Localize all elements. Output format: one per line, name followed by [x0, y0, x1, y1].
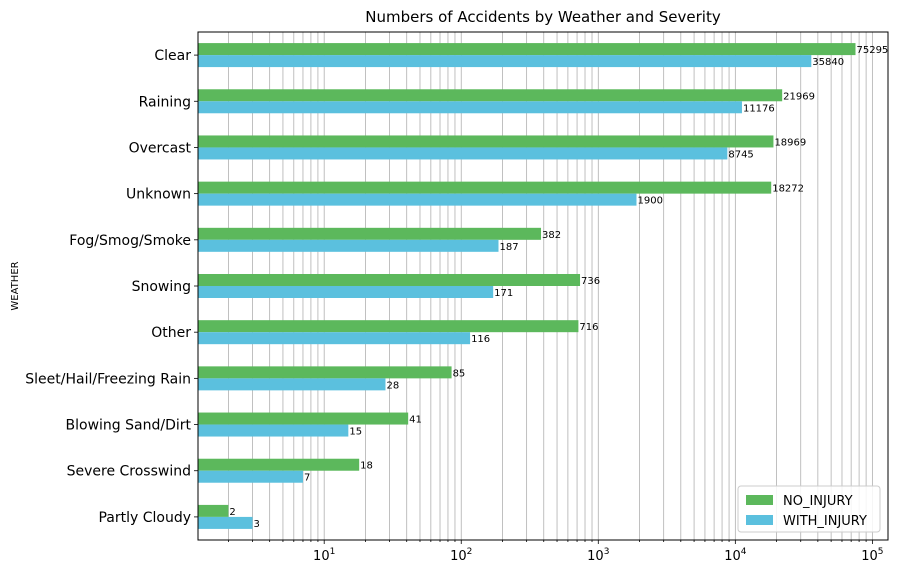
- data-label: 75295: [856, 45, 888, 56]
- legend-label: NO_INJURY: [783, 494, 853, 509]
- chart-title: Numbers of Accidents by Weather and Seve…: [365, 8, 721, 26]
- data-label: 1900: [637, 196, 662, 207]
- data-label: 11176: [743, 103, 775, 114]
- data-label: 7: [304, 473, 310, 484]
- data-label: 382: [542, 230, 561, 241]
- x-tick-label: 104: [724, 547, 747, 564]
- data-labels: 7529535840219691117618969874518272190038…: [229, 45, 888, 530]
- category-label: Severe Crosswind: [67, 464, 191, 480]
- x-tick-label: 102: [450, 547, 472, 564]
- bar-with-injury: [198, 193, 637, 206]
- legend-swatch: [746, 515, 773, 525]
- data-label: 28: [386, 380, 399, 391]
- data-label: 41: [409, 415, 422, 426]
- bar-no-injury: [198, 366, 452, 379]
- data-label: 18969: [774, 137, 806, 148]
- category-label: Clear: [154, 48, 191, 64]
- bar-with-injury: [198, 147, 728, 160]
- data-label: 18272: [772, 184, 804, 195]
- data-label: 85: [453, 368, 466, 379]
- data-label: 3: [254, 519, 260, 530]
- bar-no-injury: [198, 458, 360, 471]
- data-label: 35840: [812, 57, 844, 68]
- legend-label: WITH_INJURY: [783, 514, 867, 529]
- legend: NO_INJURY WITH_INJURY: [737, 485, 881, 533]
- bar-no-injury: [198, 504, 229, 517]
- data-label: 171: [494, 288, 513, 299]
- bar-no-injury: [198, 89, 783, 102]
- data-label: 716: [579, 322, 598, 333]
- category-label: Raining: [139, 94, 191, 110]
- y-axis-ticks: Clear Raining Overcast Unknown Fog/Smog/Smok…: [25, 48, 198, 526]
- bar-with-injury: [198, 286, 494, 298]
- bar-no-injury: [198, 320, 579, 333]
- x-tick-label: 103: [587, 547, 609, 564]
- bars: [198, 43, 856, 529]
- category-label: Sleet/Hail/Freezing Rain: [25, 371, 191, 387]
- x-tick-label: 105: [861, 547, 883, 564]
- data-label: 15: [349, 427, 362, 438]
- bar-with-injury: [198, 239, 499, 252]
- category-label: Snowing: [132, 279, 191, 295]
- data-label: 736: [581, 276, 600, 287]
- data-label: 116: [471, 334, 490, 345]
- data-label: 18: [360, 461, 373, 472]
- bar-no-injury: [198, 43, 856, 56]
- category-label: Unknown: [126, 187, 191, 203]
- data-label: 21969: [783, 91, 815, 102]
- bar-with-injury: [198, 470, 303, 483]
- data-label: 187: [499, 242, 518, 253]
- category-label: Other: [151, 325, 191, 341]
- bar-no-injury: [198, 135, 774, 148]
- category-label: Overcast: [129, 140, 192, 156]
- x-axis-ticks: 101 102 103 104 105: [228, 540, 884, 564]
- x-tick-label: 101: [313, 547, 335, 564]
- y-axis-label: WEATHER: [10, 261, 21, 310]
- bar-with-injury: [198, 332, 471, 345]
- bar-no-injury: [198, 274, 581, 286]
- data-label: 8745: [728, 149, 753, 160]
- bar-with-injury: [198, 378, 386, 391]
- bar-with-injury: [198, 516, 253, 529]
- legend-swatch: [746, 495, 773, 505]
- bar-with-injury: [198, 55, 812, 68]
- legend-box: [737, 485, 881, 533]
- data-label: 2: [229, 507, 235, 518]
- bar-no-injury: [198, 227, 542, 240]
- bar-no-injury: [198, 412, 409, 425]
- category-label: Fog/Smog/Smoke: [69, 233, 191, 249]
- bar-no-injury: [198, 181, 772, 194]
- category-label: Blowing Sand/Dirt: [66, 418, 192, 434]
- category-label: Partly Cloudy: [98, 510, 191, 526]
- bar-with-injury: [198, 424, 349, 437]
- bar-with-injury: [198, 101, 742, 114]
